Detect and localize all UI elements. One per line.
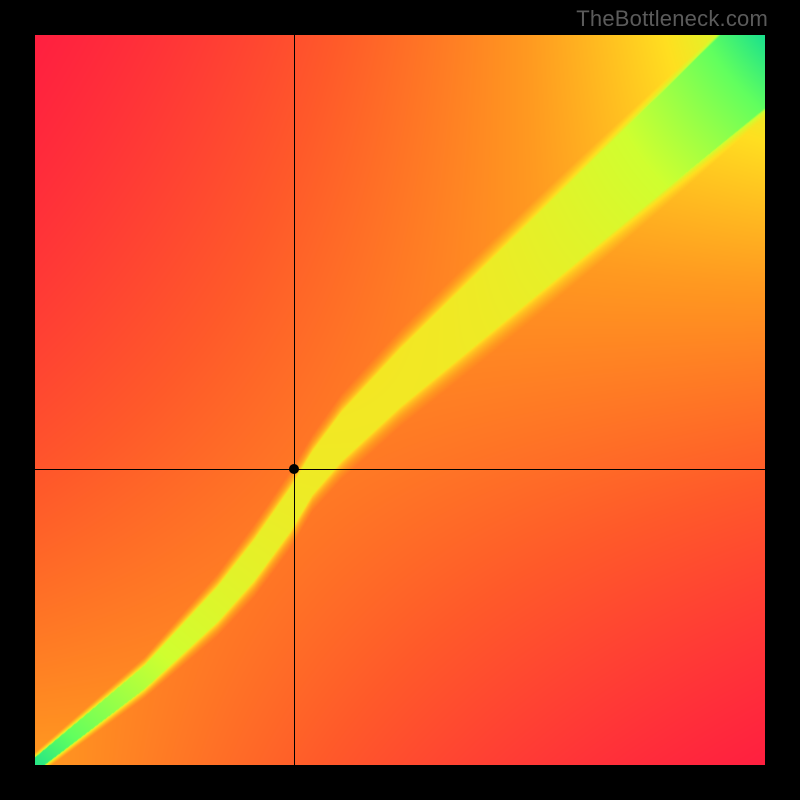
- data-point-marker: [289, 464, 299, 474]
- crosshair-horizontal: [35, 469, 765, 470]
- heatmap-canvas: [35, 35, 765, 765]
- watermark-text: TheBottleneck.com: [576, 6, 768, 32]
- crosshair-vertical: [294, 35, 295, 765]
- heatmap-plot: [35, 35, 765, 765]
- chart-container: { "watermark": { "text": "TheBottleneck.…: [0, 0, 800, 800]
